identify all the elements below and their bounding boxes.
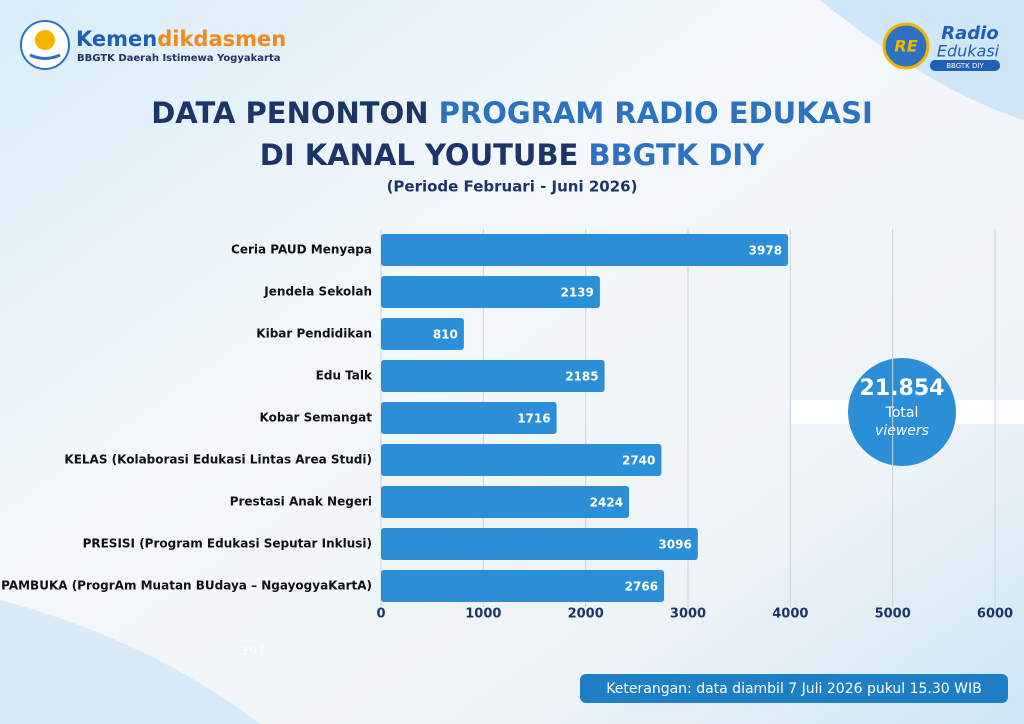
bar (381, 402, 557, 434)
category-label: Jendela Sekolah (263, 285, 372, 299)
bar (381, 276, 600, 308)
chart-title: DI KANAL YOUTUBE BBGTK DIY (260, 138, 765, 172)
title-part: DATA PENONTON (151, 96, 438, 130)
logo-subtitle: BBGTK Daerah Istimewa Yogyakarta (77, 53, 280, 64)
x-tick-label: 6000 (977, 607, 1013, 622)
radio-logo-band (930, 60, 1000, 71)
bar (381, 318, 464, 350)
bar (381, 486, 630, 518)
bar (381, 360, 605, 392)
bar (381, 570, 665, 602)
watermark: 391 (239, 645, 266, 660)
value-label: 2139 (560, 286, 593, 300)
category-label: Edu Talk (316, 369, 373, 383)
bar (381, 234, 789, 266)
bar (381, 528, 698, 560)
value-label: 2424 (590, 496, 623, 510)
radio-logo-line2: Edukasi (937, 42, 1000, 61)
radio-logo-line3: BBGTK DIY (946, 62, 984, 70)
value-label: 2185 (565, 370, 598, 384)
logo-name: Kemendikdasmen (76, 27, 286, 51)
value-label: 3978 (749, 244, 782, 258)
x-tick-label: 1000 (465, 607, 501, 622)
note: Keterangan: data diambil 7 Juli 2026 puk… (606, 681, 981, 697)
badge (848, 358, 956, 466)
title-part: DI KANAL YOUTUBE (260, 138, 589, 172)
x-tick-label: 0 (376, 607, 385, 622)
category-label: Kibar Pendidikan (256, 327, 372, 341)
x-tick-label: 3000 (670, 607, 706, 622)
value-label: 2740 (622, 454, 655, 468)
logo-name-b: dikdasmen (157, 27, 286, 51)
logo-emblem (29, 53, 61, 60)
bar (381, 444, 662, 476)
decor (0, 600, 260, 724)
category-label: Ceria PAUD Menyapa (231, 243, 372, 257)
category-label: Prestasi Anak Negeri (230, 495, 372, 509)
logo-name-a: Kemen (76, 27, 157, 51)
chart-title: DATA PENONTON PROGRAM RADIO EDUKASI (151, 96, 873, 130)
title-part: PROGRAM RADIO EDUKASI (439, 96, 873, 130)
radio-logo-line1: Radio (941, 23, 998, 44)
value-label: 810 (433, 328, 458, 342)
category-label: Kobar Semangat (260, 411, 373, 425)
radio-logo-mark (882, 22, 930, 70)
category-label: PAMBUKA (ProgrAm Muatan BUdaya – Ngayogy… (1, 579, 372, 593)
value-label: 2766 (625, 580, 658, 594)
badge-number: 21.854 (860, 376, 945, 401)
category-label: PRESISI (Program Edukasi Seputar Inklusi… (83, 537, 372, 551)
x-tick-label: 5000 (875, 607, 911, 622)
x-tick-label: 2000 (568, 607, 604, 622)
title-part: BBGTK DIY (588, 138, 765, 172)
logo-emblem (35, 30, 55, 50)
badge-label: Total (885, 405, 919, 421)
radio-logo-mark-text: RE (894, 37, 917, 56)
value-label: 3096 (658, 538, 691, 552)
value-label: 1716 (517, 412, 550, 426)
x-tick-label: 4000 (772, 607, 808, 622)
badge-label: viewers (875, 423, 929, 439)
note-box (580, 674, 1008, 703)
category-label: KELAS (Kolaborasi Edukasi Lintas Area St… (64, 453, 372, 467)
subtitle: (Periode Februari - Juni 2026) (387, 178, 638, 196)
